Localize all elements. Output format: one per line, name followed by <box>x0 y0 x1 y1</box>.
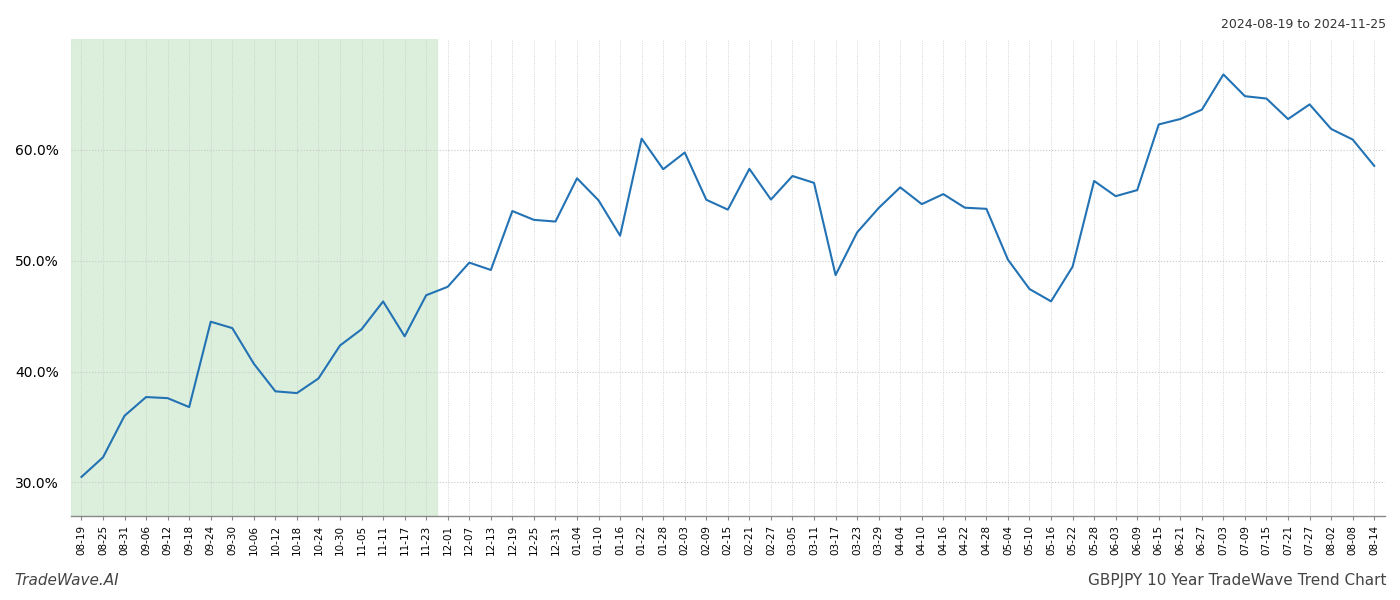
Bar <box>70 39 437 516</box>
Text: TradeWave.AI: TradeWave.AI <box>14 573 119 588</box>
Text: GBPJPY 10 Year TradeWave Trend Chart: GBPJPY 10 Year TradeWave Trend Chart <box>1088 573 1386 588</box>
Text: 2024-08-19 to 2024-11-25: 2024-08-19 to 2024-11-25 <box>1221 18 1386 31</box>
